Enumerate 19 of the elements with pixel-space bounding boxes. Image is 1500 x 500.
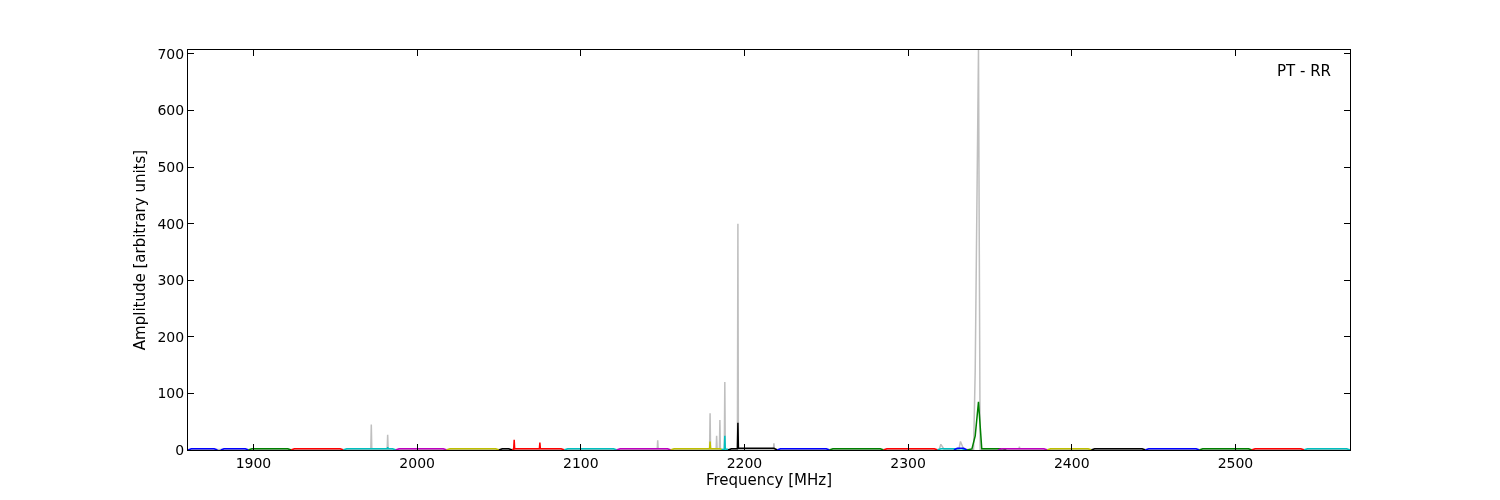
y-tick-label: 0 [175, 441, 185, 458]
y-tick-label: 200 [157, 328, 185, 345]
x-axis-title: Frequency [MHz] [705, 470, 833, 489]
y-tick-label: 400 [157, 215, 185, 232]
line-series [511, 439, 566, 450]
annotation: PT - RR [1277, 62, 1332, 80]
y-tick-label: 100 [157, 385, 185, 402]
y-tick-label: 600 [157, 102, 185, 119]
y-axis-title: Amplitude [arbitrary units] [130, 149, 149, 351]
x-tick-label: 2500 [1217, 454, 1254, 471]
x-tick-label: 2100 [562, 454, 599, 471]
x-tick-label: 1900 [235, 454, 272, 471]
x-tick-label: 2300 [890, 454, 926, 471]
x-tick-label: 2400 [1053, 454, 1090, 471]
y-tick-label: 300 [157, 272, 185, 289]
y-tick-label: 700 [157, 45, 185, 62]
x-tick-label: 2000 [399, 454, 435, 471]
x-tick-label: 2200 [726, 454, 763, 471]
y-tick-label: 500 [157, 159, 185, 176]
